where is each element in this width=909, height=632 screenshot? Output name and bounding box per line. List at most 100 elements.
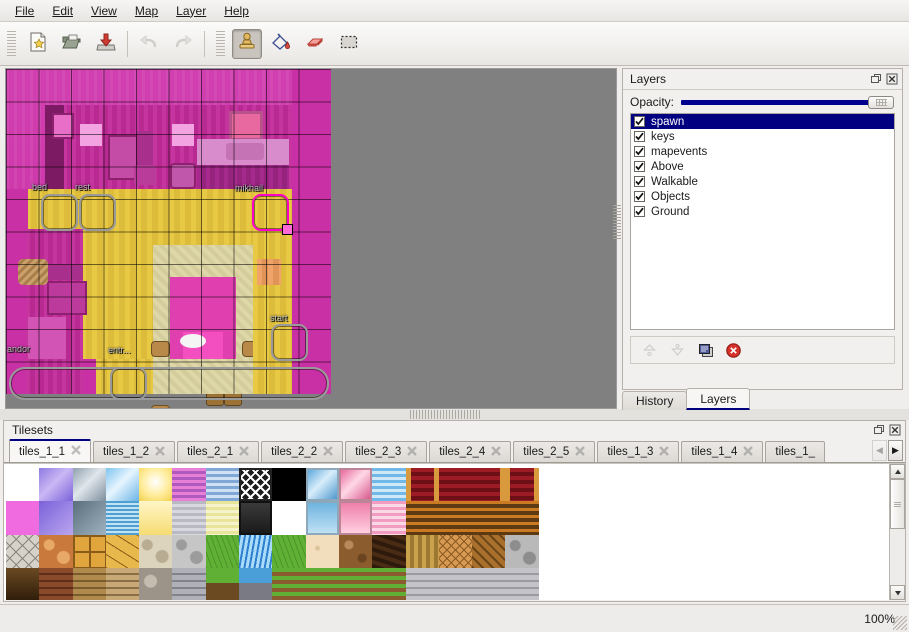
- tile[interactable]: [472, 534, 506, 568]
- tileset-tab-close-icon[interactable]: [659, 445, 670, 459]
- redo-button[interactable]: [168, 29, 198, 59]
- tile[interactable]: [6, 468, 40, 502]
- tile[interactable]: [338, 501, 373, 535]
- tile[interactable]: [205, 567, 240, 600]
- horizontal-splitter-handle[interactable]: [410, 410, 480, 419]
- tile[interactable]: [305, 468, 339, 502]
- layer-visibility-checkbox[interactable]: [634, 206, 645, 217]
- tile[interactable]: [6, 534, 40, 568]
- tile[interactable]: [172, 468, 206, 502]
- tileset-tab-close-icon[interactable]: [239, 445, 249, 459]
- lower-layer-icon[interactable]: [668, 341, 687, 360]
- tile[interactable]: [438, 468, 473, 502]
- tileset-tab-close-icon[interactable]: [155, 445, 165, 459]
- tileset-tab-close-icon[interactable]: [743, 445, 754, 459]
- scroll-up-button[interactable]: [890, 464, 905, 479]
- layers-list[interactable]: spawn keys mapevents Above Walkable Obje…: [630, 113, 895, 330]
- layer-row-spawn[interactable]: spawn: [631, 114, 894, 129]
- tab-layers[interactable]: Layers: [686, 388, 751, 410]
- tile[interactable]: [172, 501, 206, 535]
- tile[interactable]: [372, 501, 406, 535]
- tileset-tab-tiles_1_4[interactable]: tiles_1_4: [681, 441, 764, 462]
- tile[interactable]: [39, 501, 73, 535]
- layer-visibility-checkbox[interactable]: [634, 116, 645, 127]
- tileset-tab-tiles_1_2[interactable]: tiles_1_2: [93, 441, 176, 462]
- menu-view[interactable]: View: [82, 1, 126, 21]
- tile[interactable]: [6, 501, 40, 535]
- tileset-tab-close-icon[interactable]: [323, 445, 334, 459]
- tile[interactable]: [139, 501, 173, 535]
- tile[interactable]: [239, 468, 273, 502]
- tile[interactable]: [338, 567, 373, 600]
- tile[interactable]: [272, 534, 306, 568]
- tileset-tab-tiles_1_5[interactable]: tiles_1_: [765, 441, 826, 462]
- tileset-tab-close-icon[interactable]: [575, 445, 586, 459]
- tileset-scroll-right-button[interactable]: ▶: [888, 440, 903, 461]
- eraser-button[interactable]: [300, 29, 330, 59]
- map-object-andor[interactable]: [9, 367, 329, 400]
- layer-row-mapevents[interactable]: mapevents: [631, 144, 894, 159]
- tileset-tile-grid[interactable]: [6, 468, 539, 600]
- stamp-brush-button[interactable]: [232, 28, 262, 59]
- menu-map[interactable]: Map: [126, 1, 167, 21]
- tile[interactable]: [372, 468, 406, 502]
- tile[interactable]: [105, 567, 140, 600]
- tileset-vertical-scrollbar[interactable]: [889, 464, 905, 600]
- tile[interactable]: [272, 501, 306, 535]
- tile[interactable]: [505, 567, 539, 600]
- tileset-tab-tiles_2_2[interactable]: tiles_2_2: [261, 441, 344, 462]
- menu-file[interactable]: File: [6, 1, 43, 21]
- tile[interactable]: [505, 468, 539, 502]
- tileset-palette[interactable]: [4, 463, 905, 600]
- layer-visibility-checkbox[interactable]: [634, 131, 645, 142]
- bucket-fill-button[interactable]: [266, 29, 296, 59]
- layer-row-ground[interactable]: Ground: [631, 204, 894, 219]
- tile[interactable]: [505, 534, 539, 568]
- tile[interactable]: [405, 501, 439, 535]
- map-object-resize-handle[interactable]: [282, 224, 293, 235]
- tile[interactable]: [105, 468, 140, 502]
- scroll-down-button[interactable]: [890, 585, 905, 600]
- map-object-mikhail[interactable]: [252, 194, 293, 235]
- raise-layer-icon[interactable]: [640, 341, 659, 360]
- tile[interactable]: [272, 567, 306, 600]
- tile[interactable]: [338, 534, 373, 568]
- tile[interactable]: [39, 567, 73, 600]
- undo-button[interactable]: [134, 29, 164, 59]
- tile[interactable]: [39, 534, 73, 568]
- float-icon[interactable]: [872, 424, 885, 437]
- tileset-tab-tiles_2_3[interactable]: tiles_2_3: [345, 441, 428, 462]
- opacity-slider[interactable]: [681, 95, 894, 109]
- tileset-tab-tiles_1_3[interactable]: tiles_1_3: [597, 441, 680, 462]
- map-object-entrance[interactable]: [110, 367, 147, 400]
- tile[interactable]: [105, 501, 140, 535]
- open-map-button[interactable]: [57, 29, 87, 59]
- tile[interactable]: [438, 567, 473, 600]
- tile[interactable]: [338, 468, 373, 502]
- tile[interactable]: [239, 534, 273, 568]
- tile[interactable]: [139, 567, 173, 600]
- layer-row-walkable[interactable]: Walkable: [631, 174, 894, 189]
- tile[interactable]: [105, 534, 140, 568]
- opacity-slider-thumb[interactable]: [868, 95, 894, 109]
- tile[interactable]: [239, 501, 273, 535]
- tile[interactable]: [172, 534, 206, 568]
- tile[interactable]: [305, 567, 339, 600]
- menu-help[interactable]: Help: [215, 1, 258, 21]
- tile[interactable]: [205, 534, 240, 568]
- tile[interactable]: [305, 501, 339, 535]
- tileset-tab-close-icon[interactable]: [71, 445, 81, 458]
- tile[interactable]: [372, 567, 406, 600]
- layer-row-above[interactable]: Above: [631, 159, 894, 174]
- tileset-tab-tiles_2_4[interactable]: tiles_2_4: [429, 441, 512, 462]
- window-resize-grip[interactable]: [893, 616, 907, 630]
- layer-row-keys[interactable]: keys: [631, 129, 894, 144]
- toolbar-grip-tools[interactable]: [216, 30, 225, 57]
- map-object-start[interactable]: [271, 324, 308, 361]
- tile[interactable]: [372, 534, 406, 568]
- new-map-button[interactable]: [23, 29, 53, 59]
- tile[interactable]: [472, 567, 506, 600]
- tile[interactable]: [39, 468, 73, 502]
- layer-visibility-checkbox[interactable]: [634, 176, 645, 187]
- menu-edit[interactable]: Edit: [43, 1, 82, 21]
